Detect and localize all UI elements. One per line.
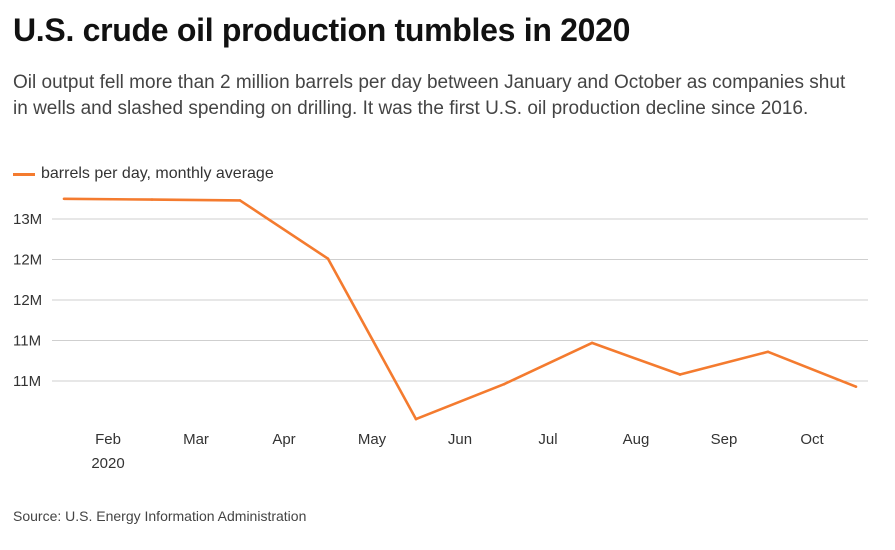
x-axis-ticks: Feb 2020 Mar Apr May Jun Jul Aug Sep Oct [91,431,824,472]
data-point [502,382,506,386]
data-point [678,373,682,376]
x-tick-sublabel: 2020 [91,455,124,472]
data-point [150,198,154,201]
y-tick-label: 12M [13,292,42,309]
line-chart: 11M 11M 12M 12M 13M Feb 2020 Mar Apr May Jun Jul Au… [13,197,868,472]
data-point [766,350,770,354]
y-tick-label: 12M [13,252,42,269]
y-axis-ticks: 11M 11M 12M 12M 13M [13,211,42,390]
x-tick-label: Mar [183,431,209,448]
chart-subtitle: Oil output fell more than 2 million barr… [13,72,846,119]
x-tick-label: Apr [272,431,295,448]
legend: barrels per day, monthly average [13,165,274,183]
y-tick-label: 13M [13,211,42,228]
data-point [238,199,242,202]
x-tick-label: Aug [623,431,650,448]
data-point [62,197,66,201]
data-point [414,417,418,421]
x-tick-label: Feb [95,431,121,448]
x-tick-label: Oct [800,431,824,448]
y-tick-label: 11M [13,373,41,390]
legend-swatch [13,172,35,176]
series-lines [62,197,858,421]
data-point [590,341,594,345]
legend-label: barrels per day, monthly average [41,165,274,182]
grid-lines [52,218,868,382]
x-tick-label: Jun [448,431,472,448]
y-tick-label: 11M [13,333,41,350]
x-tick-label: Jul [538,431,557,448]
series-line [63,197,857,421]
source-note: Source: U.S. Energy Information Administ… [13,508,307,524]
chart-title: U.S. crude oil production tumbles in 202… [13,12,631,48]
x-tick-label: May [358,431,387,448]
x-tick-label: Sep [711,431,738,448]
data-point [326,257,330,260]
data-point [854,385,858,388]
